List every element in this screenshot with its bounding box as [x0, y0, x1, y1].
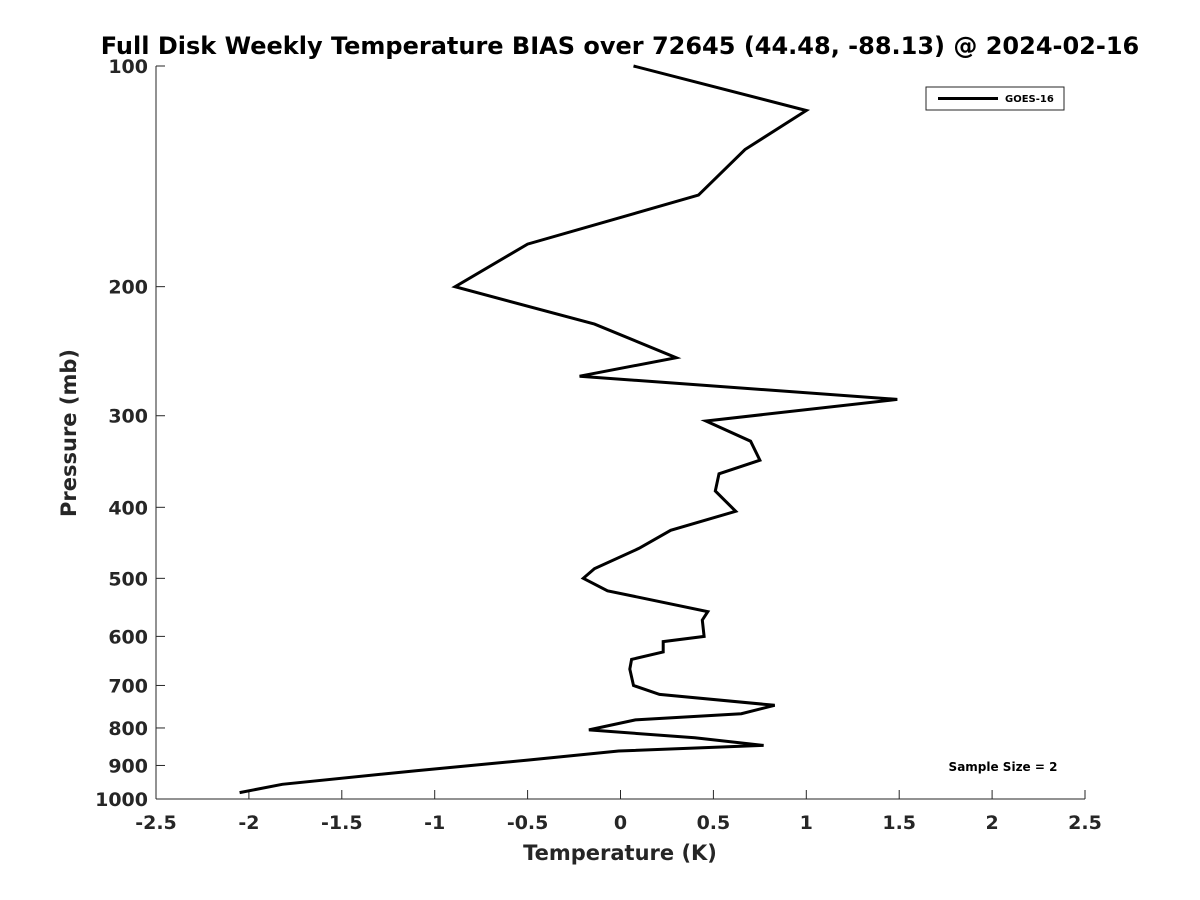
y-tick-label: 500 — [108, 568, 148, 590]
x-tick-label: 1.5 — [882, 812, 916, 834]
y-tick-label: 1000 — [95, 789, 148, 811]
y-tick-label: 800 — [108, 718, 148, 740]
x-tick-label: -2.5 — [135, 812, 177, 834]
y-axis-label: Pressure (mb) — [57, 349, 81, 517]
x-tick-label: 2 — [985, 812, 998, 834]
y-ticks: 100 200 300 400 500 600 700 800 900 1000 — [95, 56, 165, 811]
x-tick-label: -2 — [238, 812, 259, 834]
y-tick-label: 200 — [108, 277, 148, 299]
y-tick-label: 600 — [108, 626, 148, 648]
y-tick-label: 300 — [108, 406, 148, 428]
y-tick-label: 100 — [108, 56, 148, 78]
x-tick-label: 0.5 — [697, 812, 731, 834]
x-tick-label: -1 — [424, 812, 445, 834]
plot-area: -2.5 -2 -1.5 -1 -0.5 0 0.5 1 1.5 2 2.5 100 200 300 40… — [95, 56, 1102, 834]
y-tick-label: 700 — [108, 675, 148, 697]
x-tick-label: -1.5 — [321, 812, 363, 834]
x-tick-label: 1 — [800, 812, 813, 834]
x-tick-label: -0.5 — [507, 812, 549, 834]
x-tick-label: 2.5 — [1068, 812, 1102, 834]
legend: GOES-16 — [925, 86, 1065, 111]
series-line-goes-16 — [239, 64, 898, 795]
chart-title: Full Disk Weekly Temperature BIAS over 7… — [101, 32, 1140, 60]
x-axis-label: Temperature (K) — [523, 841, 717, 865]
series-layer — [239, 64, 898, 795]
y-tick-label: 400 — [108, 497, 148, 519]
y-tick-label: 900 — [108, 755, 148, 777]
sample-size-annotation: Sample Size = 2 — [949, 760, 1058, 774]
x-ticks: -2.5 -2 -1.5 -1 -0.5 0 0.5 1 1.5 2 2.5 — [135, 790, 1102, 834]
x-tick-label: 0 — [614, 812, 627, 834]
legend-label-goes-16: GOES-16 — [1005, 94, 1054, 105]
